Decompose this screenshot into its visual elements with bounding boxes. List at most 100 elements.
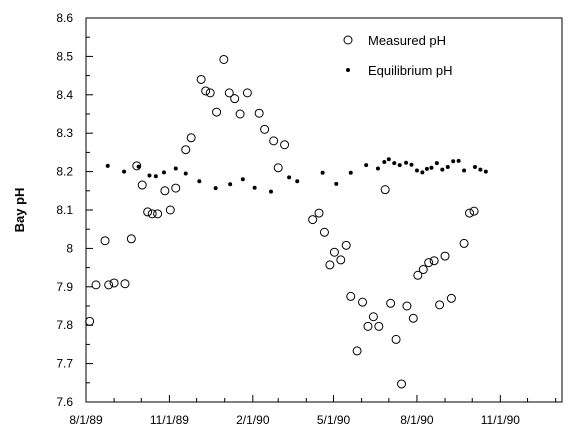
equilibrium-ph-point	[386, 157, 391, 162]
y-tick-label: 7.9	[56, 280, 73, 294]
measured-ph-point	[171, 183, 181, 193]
legend-measured-marker	[343, 35, 353, 45]
y-tick-label: 7.6	[56, 395, 73, 409]
measured-ph-point	[104, 280, 114, 290]
equilibrium-ph-point	[364, 163, 369, 168]
equilibrium-ph-point	[197, 179, 202, 184]
equilibrium-ph-point	[462, 168, 467, 173]
measured-ph-point	[143, 207, 153, 217]
x-tick-label: 8/1/90	[400, 413, 434, 427]
measured-ph-point	[459, 238, 469, 248]
equilibrium-ph-point	[478, 167, 483, 172]
measured-ph-point	[269, 136, 279, 146]
x-tick-label: 2/1/90	[236, 413, 270, 427]
measured-ph-point	[358, 297, 368, 307]
measured-ph-point	[280, 140, 290, 150]
measured-ph-point	[391, 334, 401, 344]
measured-ph-point	[235, 109, 245, 119]
measured-ph-point	[363, 321, 373, 331]
equilibrium-ph-point	[183, 171, 188, 176]
measured-ph-point	[368, 312, 378, 322]
x-axis: 8/1/89 11/1/89 2/1/90 5/1/90 8/1/90 11/1/90	[69, 395, 557, 427]
x-tick-label: 5/1/90	[317, 413, 351, 427]
equilibrium-ph-point	[456, 158, 461, 163]
equilibrium-ph-point	[268, 189, 273, 194]
equilibrium-ph-point	[334, 181, 339, 186]
equilibrium-ph-point	[173, 166, 178, 171]
measured-ph-point	[424, 258, 434, 268]
measured-ph-point	[230, 94, 240, 104]
equilibrium-ph-point	[420, 170, 425, 175]
equilibrium-ph-point	[472, 164, 477, 169]
measured-ph-point	[91, 280, 101, 290]
equilibrium-ph-point	[348, 170, 353, 175]
y-tick-label: 8.6	[56, 11, 73, 25]
equilibrium-ph-point	[434, 161, 439, 166]
y-tick-label: 7.7	[56, 357, 73, 371]
equilibrium-ph-point	[404, 160, 409, 165]
legend-measured-label: Measured pH	[368, 33, 446, 48]
y-tick-label: 8.3	[56, 126, 73, 140]
equilibrium-ph-point	[445, 164, 450, 169]
equilibrium-ph-point	[161, 170, 166, 175]
equilibrium-ph-series	[105, 157, 488, 194]
measured-ph-point	[132, 161, 142, 171]
measured-ph-point	[205, 88, 215, 98]
measured-ph-point	[186, 133, 196, 143]
measured-ph-point	[319, 227, 329, 237]
equilibrium-ph-point	[397, 163, 402, 168]
equilibrium-ph-point	[414, 168, 419, 173]
measured-ph-point	[465, 208, 475, 218]
x-tick-label: 11/1/89	[150, 413, 189, 427]
measured-ph-point	[352, 346, 362, 356]
measured-ph-point	[85, 316, 95, 326]
equilibrium-ph-point	[136, 164, 141, 169]
y-tick-label: 8.1	[56, 203, 73, 217]
equilibrium-ph-point	[122, 169, 127, 174]
x-tick-label: 11/1/90	[481, 413, 520, 427]
measured-ph-point	[325, 260, 335, 270]
measured-ph-point	[254, 108, 264, 118]
measured-ph-point	[219, 54, 229, 64]
measured-ph-point	[212, 107, 222, 117]
equilibrium-ph-point	[483, 169, 488, 174]
measured-ph-point	[341, 240, 351, 250]
measured-ph-point	[346, 291, 356, 301]
measured-ph-point	[314, 208, 324, 218]
measured-ph-point	[165, 205, 175, 215]
equilibrium-ph-point	[382, 160, 387, 164]
equilibrium-ph-point	[295, 179, 300, 184]
equilibrium-ph-point	[153, 174, 158, 179]
y-tick-label: 8.2	[56, 165, 73, 179]
measured-ph-point	[201, 86, 211, 96]
measured-ph-point	[153, 209, 163, 219]
equilibrium-ph-point	[409, 162, 414, 167]
equilibrium-ph-point	[375, 166, 380, 171]
legend-equilibrium-marker	[346, 68, 350, 72]
measured-ph-point	[386, 298, 396, 308]
measured-ph-point	[126, 234, 136, 244]
measured-ph-point	[380, 185, 390, 195]
measured-ph-point	[446, 293, 456, 303]
measured-ph-point	[308, 215, 318, 225]
equilibrium-ph-point	[213, 186, 218, 191]
measured-ph-point	[273, 163, 283, 173]
y-tick-label: 8	[66, 241, 73, 255]
measured-ph-point	[109, 278, 119, 288]
measured-ph-point	[402, 301, 412, 311]
measured-ph-point	[181, 145, 191, 155]
measured-ph-point	[260, 124, 270, 134]
measured-ph-point	[147, 209, 157, 219]
equilibrium-ph-point	[320, 170, 325, 175]
equilibrium-ph-point	[287, 175, 292, 180]
measured-ph-point	[374, 321, 384, 331]
equilibrium-ph-point	[429, 165, 434, 170]
measured-ph-point	[120, 279, 130, 289]
equilibrium-ph-point	[440, 167, 445, 172]
measured-ph-point	[397, 379, 407, 389]
equilibrium-ph-point	[392, 161, 397, 166]
measured-ph-point	[160, 186, 170, 196]
measured-ph-point	[329, 247, 339, 257]
measured-ph-series	[85, 54, 479, 389]
